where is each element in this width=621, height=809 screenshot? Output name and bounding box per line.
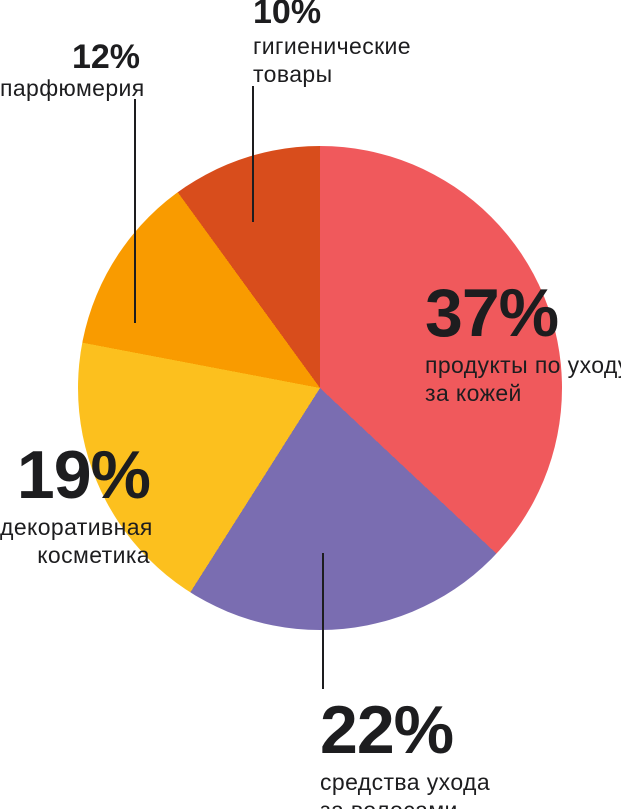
callout-hygiene-value: 10% xyxy=(253,0,322,31)
callout-decorative-cosmetics-value: 19% xyxy=(16,437,151,513)
callout-skin-care-value: 37% xyxy=(425,275,559,351)
callout-hair-care-label-line1: средства ухода xyxy=(320,769,491,795)
callout-perfume: 12% парфюмерия xyxy=(0,38,145,102)
callout-hair-care-value: 22% xyxy=(320,692,454,768)
callout-skin-care-label-line2: за кожей xyxy=(425,380,522,406)
callout-decorative-cosmetics-label-line2: косметика xyxy=(37,542,150,568)
callout-hygiene: 10% гигиенические товары xyxy=(253,0,411,88)
leader-line-hair xyxy=(322,553,324,689)
callout-hair-care: 22% средства ухода за волосами xyxy=(320,695,490,809)
leader-line-perfume xyxy=(134,99,136,323)
callout-perfume-label-line1: парфюмерия xyxy=(0,75,145,101)
callout-decorative-cosmetics: 19% декоративная косметика xyxy=(0,437,153,569)
callout-skin-care: 37% продукты по уходу за кожей xyxy=(425,278,621,407)
callout-perfume-value: 12% xyxy=(71,38,140,76)
callout-hygiene-label-line2: товары xyxy=(253,61,333,87)
callout-hygiene-label-line1: гигиенические xyxy=(253,33,411,59)
callout-hair-care-label-line2: за волосами xyxy=(320,796,490,809)
leader-line-hygiene xyxy=(252,86,254,222)
callout-skin-care-label-line1: продукты по уходу xyxy=(425,352,621,378)
pie-chart xyxy=(78,146,562,630)
callout-decorative-cosmetics-label-line1: декоративная xyxy=(0,514,153,540)
